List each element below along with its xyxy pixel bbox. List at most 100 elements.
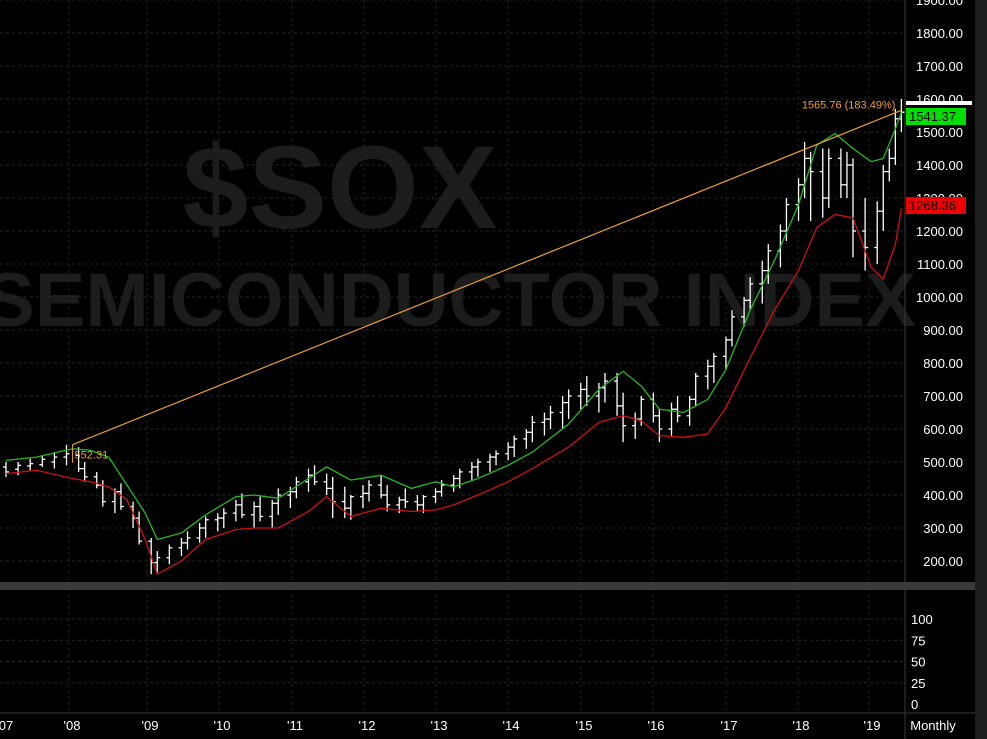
- price-tick-label: 1500.00: [916, 125, 963, 140]
- lower-tick-label: 100: [911, 612, 933, 627]
- price-tick-label: 1200.00: [916, 224, 963, 239]
- x-tick-label: '09: [142, 718, 159, 733]
- ohlc-bar: [257, 496, 264, 522]
- ohlc-bar: [843, 151, 850, 198]
- ohlc-bar: [668, 402, 675, 436]
- ohlc-bar: [722, 336, 729, 370]
- ohlc-bar: [692, 372, 699, 406]
- price-tick-label: 1800.00: [916, 26, 963, 41]
- ohlc-bar: [825, 148, 832, 208]
- x-tick-label: '10: [214, 718, 231, 733]
- watermark-symbol: $SOX: [183, 122, 498, 254]
- ohlc-bar: [819, 148, 826, 218]
- ohlc-bar: [747, 277, 754, 311]
- x-tick-label: '16: [648, 718, 665, 733]
- ohlc-bar: [620, 392, 627, 443]
- ohlc-bar: [583, 376, 590, 406]
- pane-separator[interactable]: [0, 582, 975, 590]
- ohlc-bar: [359, 485, 366, 509]
- lower-tick-label: 25: [911, 676, 925, 691]
- right-scroll-strip[interactable]: [975, 0, 987, 739]
- ohlc-bar: [450, 475, 457, 492]
- lower-tick-label: 0: [911, 697, 918, 712]
- ohlc-bar: [232, 499, 239, 522]
- ohlc-bar: [686, 396, 693, 426]
- ohlc-bar: [251, 501, 258, 528]
- trendline-start-label: 552.31: [75, 450, 109, 462]
- price-tick-label: 800.00: [923, 356, 963, 371]
- ohlc-bar: [656, 409, 663, 443]
- ohlc-bar: [547, 405, 554, 429]
- x-tick-label: '19: [864, 718, 881, 733]
- ohlc-bar: [850, 158, 856, 258]
- ohlc-bars: [3, 99, 905, 575]
- ohlc-bar: [202, 516, 209, 538]
- ohlc-bar: [862, 198, 869, 271]
- upper-band-badge-label: 1541.37: [909, 109, 956, 124]
- current-price-marker: [906, 101, 972, 105]
- ohlc-bar: [837, 148, 844, 198]
- lower-tick-label: 50: [911, 655, 925, 670]
- upper-band-badge: 1541.37: [906, 108, 966, 125]
- lower-band-badge-label: 1268.36: [909, 198, 956, 213]
- ohlc-bar: [178, 537, 185, 557]
- ohlc-bar: [27, 458, 34, 471]
- ohlc-bar: [729, 310, 735, 347]
- ohlc-bar: [51, 452, 58, 469]
- ohlc-bar: [275, 488, 282, 515]
- ohlc-bar: [704, 359, 711, 390]
- ohlc-bar: [614, 372, 621, 416]
- ohlc-bar: [541, 412, 548, 436]
- price-tick-label: 300.00: [923, 521, 963, 536]
- trendline-end-label: 1565.76 (183.49%): [802, 99, 896, 111]
- price-gridlines: [0, 0, 905, 562]
- trendline[interactable]: [72, 109, 902, 446]
- x-tick-label: '18: [793, 718, 810, 733]
- ohlc-bar: [93, 471, 100, 489]
- ohlc-bar: [214, 513, 221, 532]
- ohlc-bar: [384, 485, 391, 512]
- ohlc-bar: [81, 462, 88, 482]
- price-tick-label: 1000.00: [916, 290, 963, 305]
- ohlc-bar: [765, 244, 772, 284]
- ohlc-bar: [493, 450, 500, 466]
- ohlc-bar: [523, 429, 530, 449]
- ohlc-bar: [184, 531, 191, 550]
- ohlc-bar: [136, 511, 143, 545]
- ohlc-bar: [468, 462, 475, 481]
- lower-axis-labels: 0 25 50 75 100: [911, 612, 933, 712]
- x-tick-label: '17: [721, 718, 738, 733]
- ohlc-bar: [3, 462, 9, 477]
- x-tick-label: '15: [576, 718, 593, 733]
- watermark-name: SEMICONDUCTOR INDEX: [0, 258, 916, 343]
- price-tick-label: 1100.00: [917, 257, 963, 272]
- ohlc-bar: [347, 495, 354, 520]
- price-tick-label: 700.00: [923, 389, 963, 404]
- x-tick-label: '08: [64, 718, 81, 733]
- ohlc-bar: [269, 499, 276, 528]
- price-tick-label: 1700.00: [916, 59, 963, 74]
- ohlc-bar: [63, 444, 70, 466]
- price-tick-label: 400.00: [923, 488, 963, 503]
- ohlc-bar: [323, 473, 330, 495]
- ohlc-bar: [559, 396, 566, 429]
- ohlc-bar: [166, 544, 173, 565]
- ohlc-bar: [196, 523, 203, 543]
- lower-band-badge: 1268.36: [906, 197, 966, 214]
- price-tick-label: 500.00: [923, 455, 963, 470]
- x-tick-label: '13: [431, 718, 448, 733]
- ohlc-bar: [474, 458, 481, 477]
- ohlc-bar: [378, 475, 385, 499]
- ohlc-bar: [487, 453, 493, 472]
- ohlc-bar: [577, 382, 584, 410]
- price-tick-label: 600.00: [923, 422, 963, 437]
- price-tick-label: 1400.00: [916, 158, 963, 173]
- ohlc-bar: [565, 389, 572, 420]
- ohlc-bar: [341, 486, 348, 519]
- ohlc-bar: [892, 108, 899, 165]
- ohlc-bar: [366, 480, 372, 502]
- ohlc-bar: [75, 447, 82, 472]
- ohlc-bar: [511, 435, 518, 458]
- x-tick-label[interactable]: Monthly: [910, 718, 956, 733]
